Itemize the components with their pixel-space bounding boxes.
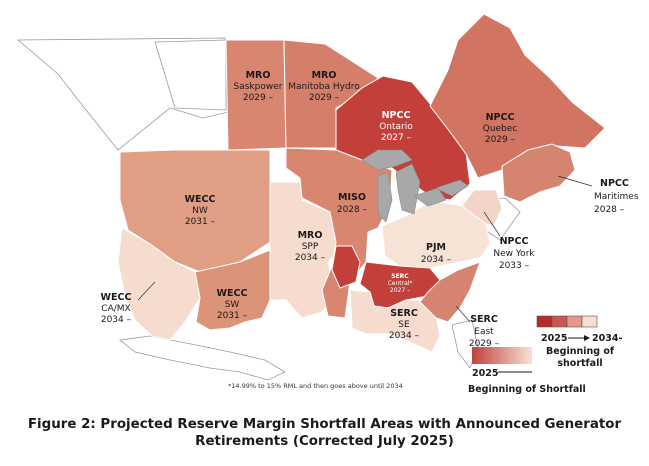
region-shape-serc-se [349,289,441,353]
label-wecc-camx: WECC CA/MX 2034 – [101,281,156,325]
label-sub: SPP [302,242,319,252]
legend-step-4 [581,315,598,328]
label-sub: East [474,327,494,337]
label-year: 2028 – [337,205,368,215]
region-shape-npcc-newyork [461,189,503,227]
region-labels: MRO Saskpower 2029 – MRO Manitoba Hydro … [101,70,639,349]
leader-line [557,175,593,187]
label-name: NPCC [500,236,529,247]
region-shape-serc-central-west [331,245,361,289]
label-year: 2034 – [389,331,420,341]
label-year: 2034 – [295,253,326,263]
label-sub: New York [493,249,535,259]
leader-line [455,305,471,323]
label-mro-manitoba: MRO Manitoba Hydro 2029 – [288,70,360,103]
label-year: 2029 – [309,93,340,103]
label-year: 2029 – [485,135,516,145]
label-year: 2033 – [499,261,530,271]
legend-gradient: 2025 Beginning of Shortfall [468,347,586,395]
label-name: SERC [470,314,498,325]
label-sub: Ontario [379,122,413,132]
legend-arrowhead-icon [584,335,590,341]
legend-steps-end: 2034- [592,333,622,344]
caption-line-1: Figure 2: Projected Reserve Margin Short… [27,417,622,432]
label-name: WECC [217,288,248,299]
label-name: PJM [426,242,446,253]
legend-gradient-label: 2025 [472,368,498,379]
label-serc-central: SERC Central* 2027 – [388,273,413,294]
label-npcc-quebec: NPCC Quebec 2029 – [483,112,518,145]
label-name: SERC [390,308,418,319]
label-year: 2027 – [390,287,410,294]
label-pjm: PJM 2034 – [421,242,452,265]
great-lakes [361,149,469,223]
label-npcc-newyork: NPCC New York 2033 – [483,211,535,271]
label-miso: MISO 2028 – [337,192,368,215]
label-sub: Central* [388,280,413,287]
label-sub: SE [398,320,410,330]
legend-steps-start: 2025 [541,333,567,344]
label-mro-spp: MRO SPP 2034 – [295,230,326,263]
region-shape-wecc-sw [194,249,271,331]
regions-layer [117,13,606,353]
label-name: SERC [391,273,409,280]
label-name: MRO [298,230,323,241]
label-npcc-ontario: NPCC Ontario 2027 – [379,110,413,143]
label-year: 2034 – [421,255,452,265]
label-sub: Saskpower [234,82,283,92]
label-sub: CA/MX [101,304,130,314]
label-year: 2034 – [101,315,132,325]
region-shape-npcc-maritimes [501,143,576,203]
region-shape-miso [285,147,393,319]
label-year: 2027 – [381,133,412,143]
legend-steps-title-2: shortfall [557,358,602,369]
legend-step-2 [551,315,568,328]
legend-steps-title-1: Beginning of [546,346,615,357]
leader-line [483,211,501,237]
label-year: 2031 – [217,311,248,321]
figure-caption: Figure 2: Projected Reserve Margin Short… [0,416,649,450]
legend-gradient-bar [472,347,532,364]
label-name: NPCC [600,178,629,189]
legend-step-3 [566,315,583,328]
label-year: 2029 – [469,339,500,349]
label-year: 2031 – [185,217,216,227]
label-mro-sask: MRO Saskpower 2029 – [234,70,283,103]
label-wecc-nw: WECC NW 2031 – [185,194,216,227]
label-name: NPCC [486,112,515,123]
label-sub: Quebec [483,124,518,134]
label-sub: NW [192,206,208,216]
label-name: MISO [338,192,366,203]
label-name: MRO [246,70,271,81]
label-serc-se: SERC SE 2034 – [389,308,420,341]
region-shape-serc-east [419,261,481,323]
legend-steps: 2025 2034- Beginning of shortfall [536,315,622,369]
base-land [16,37,521,381]
label-sub: Maritimes [594,192,639,202]
footnote: *14.99% to 15% RML and then goes above u… [228,382,403,390]
region-shape-wecc-camx [117,227,201,341]
label-name: WECC [101,292,132,303]
label-year: 2028 – [594,205,625,215]
label-wecc-sw: WECC SW 2031 – [217,288,248,321]
label-serc-east: SERC East 2029 – [455,305,500,349]
label-sub: Manitoba Hydro [288,82,360,92]
caption-line-2: Retirements (Corrected July 2025) [195,434,454,449]
label-npcc-maritimes: NPCC Maritimes 2028 – [557,175,639,215]
label-name: WECC [185,194,216,205]
label-sub: SW [225,300,240,310]
leader-line [137,281,156,301]
legend-gradient-title: Beginning of Shortfall [468,384,586,395]
region-shape-npcc-quebec [429,13,606,179]
label-name: NPCC [382,110,411,121]
label-name: MRO [312,70,337,81]
legend-step-1 [536,315,553,328]
label-year: 2029 – [243,93,274,103]
